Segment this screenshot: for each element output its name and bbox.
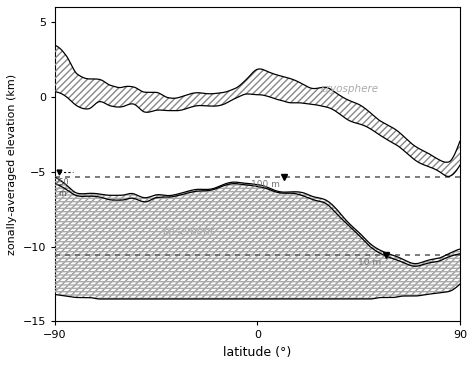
- Text: cryosphere: cryosphere: [320, 84, 379, 94]
- Text: 10 m: 10 m: [358, 258, 381, 267]
- Text: 250
m: 250 m: [55, 179, 69, 198]
- Text: 100 m: 100 m: [251, 180, 280, 189]
- X-axis label: latitude (°): latitude (°): [223, 346, 292, 359]
- Y-axis label: zonally-averaged elevation (km): zonally-averaged elevation (km): [7, 74, 17, 255]
- Text: basement: basement: [163, 227, 215, 236]
